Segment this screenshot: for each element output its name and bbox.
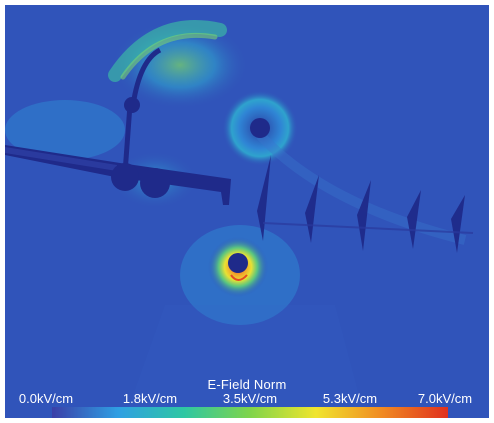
- colorbar-tick-4: 5.3kV/cm: [322, 391, 378, 406]
- colorbar-tick-2: 1.8kV/cm: [122, 391, 178, 406]
- colorbar-tick-max: 7.0kV/cm: [417, 391, 473, 406]
- colorbar-tick-3: 3.5kV/cm: [222, 391, 278, 406]
- colorbar-tick-min: 0.0kV/cm: [18, 391, 74, 406]
- field-visualization-viewport[interactable]: E-Field Norm 0.0kV/cm 1.8kV/cm 3.5kV/cm …: [5, 5, 489, 418]
- e-field-plot[interactable]: [5, 5, 489, 418]
- colorbar-legend: E-Field Norm 0.0kV/cm 1.8kV/cm 3.5kV/cm …: [5, 373, 489, 418]
- colorbar-gradient: [52, 407, 448, 418]
- colorbar-title: E-Field Norm: [207, 377, 287, 392]
